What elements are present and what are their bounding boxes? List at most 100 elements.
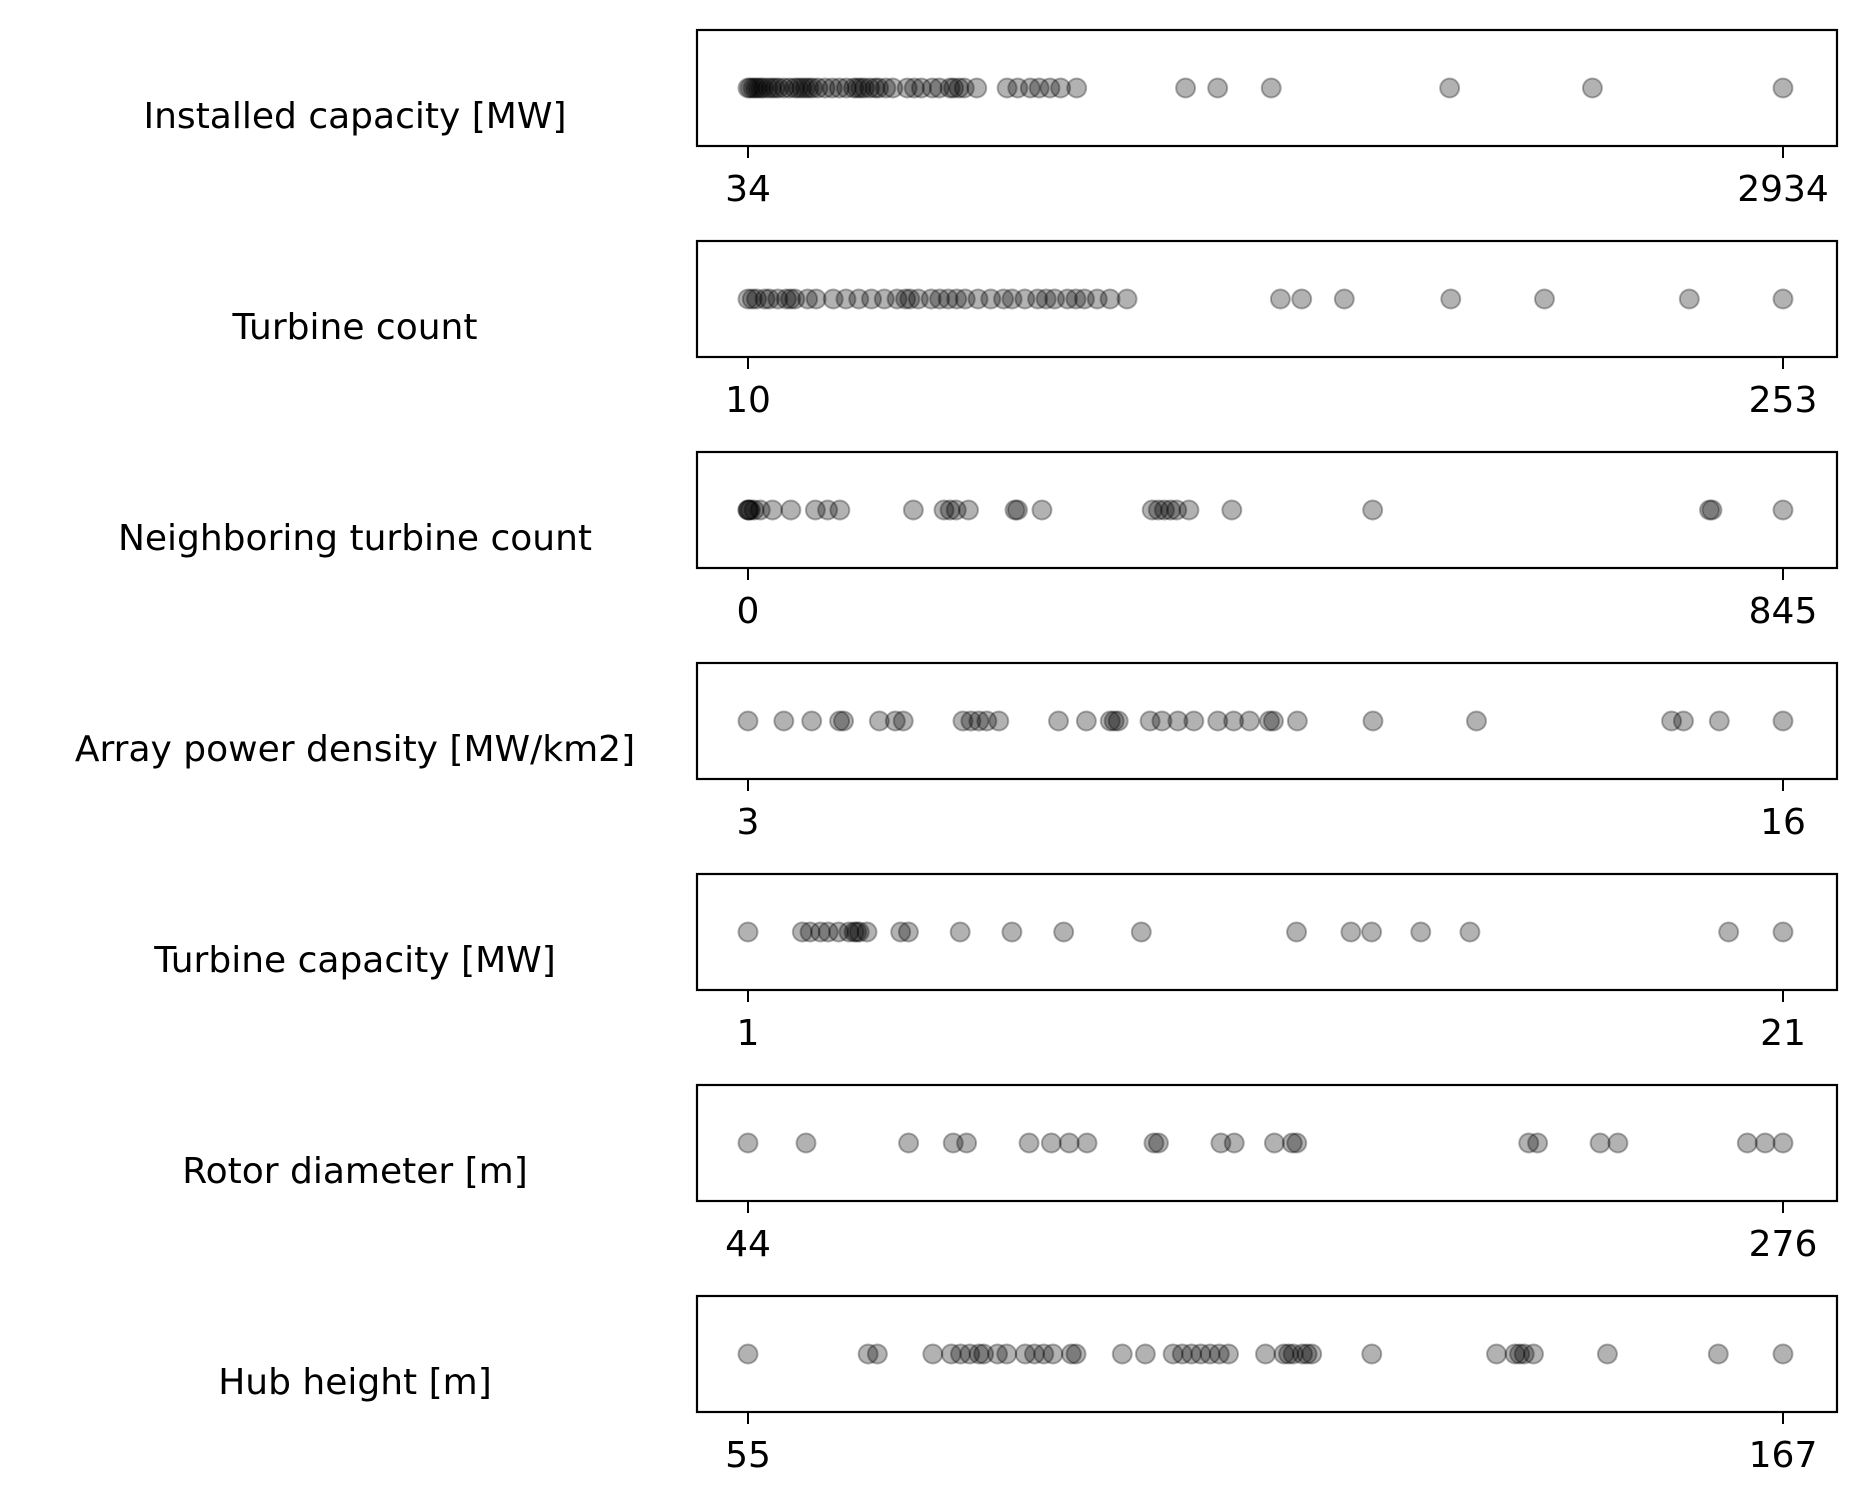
data-point (933, 499, 955, 521)
data-point (791, 77, 813, 99)
data-point (1701, 499, 1723, 521)
panel-5: Rotor diameter [m] 44 276 (182, 1083, 1839, 1265)
data-point (1218, 1343, 1240, 1365)
data-point (1301, 1343, 1323, 1365)
data-point (1255, 1343, 1276, 1365)
data-point (746, 288, 768, 310)
data-point (952, 710, 974, 732)
tick-label-max: 16 (1760, 802, 1806, 843)
data-point (778, 77, 800, 99)
data-point (1014, 1343, 1036, 1365)
data-point (1099, 710, 1121, 732)
data-point (966, 77, 988, 99)
data-point (1139, 710, 1161, 732)
data-point (791, 921, 813, 943)
data-point (1031, 499, 1053, 521)
data-point (1772, 288, 1794, 310)
panel-frame (695, 450, 1839, 570)
data-point (741, 288, 763, 310)
data-point (1362, 710, 1384, 732)
data-point (1014, 288, 1036, 310)
panel-label: Rotor diameter [m] (182, 1151, 528, 1192)
data-point (1050, 77, 1072, 99)
data-point (968, 1343, 990, 1365)
data-point (846, 921, 868, 943)
data-point (980, 288, 1002, 310)
data-point (956, 1132, 978, 1154)
data-point (1223, 710, 1245, 732)
data-point (897, 921, 919, 943)
data-point (807, 77, 829, 99)
tick-label-min: 1 (737, 1013, 760, 1054)
data-point (866, 1343, 888, 1365)
data-point (1661, 710, 1683, 732)
data-point (737, 499, 759, 521)
data-point (817, 921, 839, 943)
data-point (1207, 77, 1229, 99)
data-point (843, 77, 865, 99)
data-point (794, 77, 816, 99)
data-point (743, 499, 765, 521)
data-point (861, 288, 883, 310)
data-point (929, 288, 951, 310)
data-point (797, 288, 819, 310)
data-point (873, 288, 895, 310)
panel-frame (695, 1294, 1839, 1414)
data-point (1167, 710, 1189, 732)
data-point (910, 77, 932, 99)
data-point (768, 77, 790, 99)
data-point (1111, 1343, 1133, 1365)
panel-3: Array power density [MW/km2] 3 16 (75, 661, 1839, 843)
panel-label: Array power density [MW/km2] (75, 729, 635, 770)
data-point (1772, 77, 1794, 99)
data-point (747, 77, 769, 99)
data-point (884, 710, 906, 732)
data-point (1183, 710, 1205, 732)
data-point (848, 921, 870, 943)
data-point (1207, 710, 1229, 732)
data-point (758, 288, 780, 310)
data-point (1199, 1343, 1221, 1365)
data-point (750, 77, 772, 99)
tick-label-max: 2934 (1737, 169, 1829, 210)
data-point (737, 1343, 759, 1365)
data-point (828, 921, 850, 943)
panel-frame (695, 239, 1839, 359)
data-point (1151, 710, 1173, 732)
data-point (1589, 1132, 1611, 1154)
data-point (757, 77, 779, 99)
panel-label: Neighboring turbine count (118, 518, 592, 559)
panel-0: Installed capacity [MW] 34 2934 (144, 28, 1839, 210)
data-point (875, 77, 897, 99)
data-point (1001, 288, 1023, 310)
data-point (921, 77, 943, 99)
data-point (1291, 288, 1313, 310)
data-point (949, 921, 971, 943)
data-point (775, 288, 797, 310)
data-point (1286, 921, 1308, 943)
data-point (907, 288, 929, 310)
data-point (1772, 499, 1794, 521)
data-point (784, 288, 806, 310)
data-point (1040, 1132, 1062, 1154)
data-point (1160, 499, 1182, 521)
data-point (739, 499, 761, 521)
data-point (838, 921, 860, 943)
data-point (939, 77, 961, 99)
data-point (795, 1132, 817, 1154)
data-point (762, 499, 783, 521)
panel-frame (695, 661, 1839, 781)
data-point (1001, 921, 1023, 943)
data-point (868, 710, 890, 732)
data-point (1053, 921, 1075, 943)
data-point (973, 1343, 995, 1365)
data-point (749, 499, 771, 521)
data-point (1175, 77, 1197, 99)
data-point (744, 77, 766, 99)
tick-label-min: 3 (737, 802, 760, 843)
data-point (868, 77, 890, 99)
data-point (1707, 1343, 1729, 1365)
data-point (1596, 1343, 1618, 1365)
data-point (902, 499, 924, 521)
